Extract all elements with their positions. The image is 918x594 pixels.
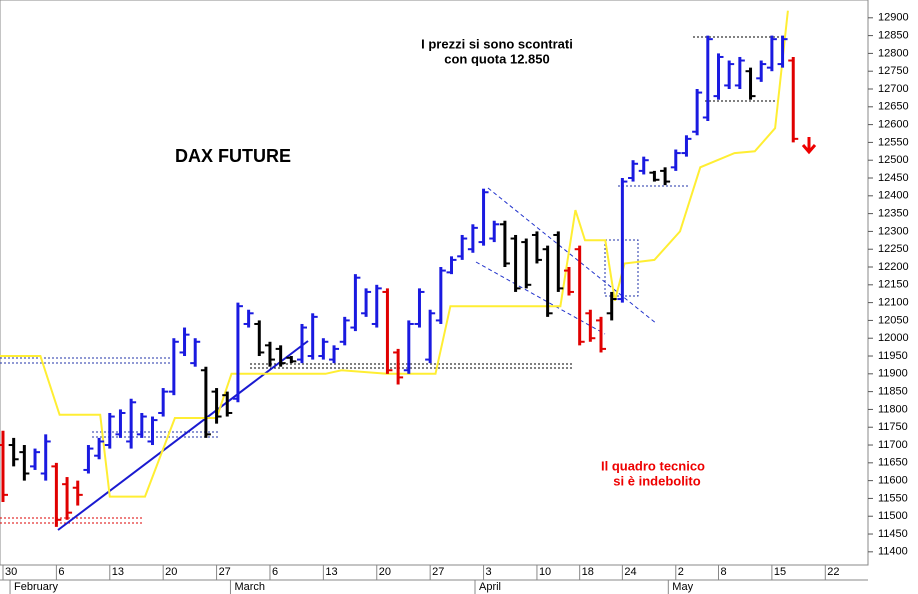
y-tick-label: 12750 xyxy=(878,65,909,77)
y-tick-label: 12000 xyxy=(878,332,909,344)
down-arrow xyxy=(801,137,817,155)
x-tick-label: 2 xyxy=(678,566,684,578)
y-tick-label: 12900 xyxy=(878,12,909,24)
channel-line xyxy=(475,261,606,335)
y-tick-label: 12600 xyxy=(878,119,909,131)
x-tick-label: 18 xyxy=(582,566,594,578)
y-tick-label: 11850 xyxy=(878,386,908,398)
y-tick-label: 12850 xyxy=(878,30,909,42)
month-label: February xyxy=(14,581,59,593)
annotation: Il quadro tecnico xyxy=(601,458,705,473)
x-tick-label: 6 xyxy=(58,566,64,578)
month-label: April xyxy=(479,581,501,593)
x-tick-label: 20 xyxy=(379,566,391,578)
month-label: May xyxy=(672,581,693,593)
chart-title: DAX FUTURE xyxy=(175,146,291,166)
y-tick-label: 12250 xyxy=(878,243,909,255)
channel-line xyxy=(487,187,658,325)
x-tick-label: 3 xyxy=(486,566,492,578)
x-tick-label: 22 xyxy=(827,566,839,578)
annotation: si è indebolito xyxy=(613,473,700,488)
annotation: I prezzi si sono scontrati xyxy=(421,36,573,51)
annotation: con quota 12.850 xyxy=(444,51,549,66)
y-tick-label: 12550 xyxy=(878,136,909,148)
y-tick-label: 12450 xyxy=(878,172,909,184)
drawings xyxy=(0,36,785,531)
y-tick-label: 11500 xyxy=(878,510,908,522)
y-tick-label: 11900 xyxy=(878,368,908,380)
indicator-line xyxy=(0,10,789,498)
x-tick-label: 10 xyxy=(539,566,551,578)
x-tick-label: 13 xyxy=(112,566,124,578)
y-tick-label: 12300 xyxy=(878,225,909,237)
x-tick-label: 27 xyxy=(432,566,444,578)
y-tick-label: 11750 xyxy=(878,421,908,433)
month-label: March xyxy=(234,581,265,593)
y-tick-label: 11400 xyxy=(878,546,908,558)
y-tick-label: 12650 xyxy=(878,101,909,113)
trend-line xyxy=(57,340,309,531)
y-tick-label: 11650 xyxy=(878,457,908,469)
y-tick-label: 12500 xyxy=(878,154,909,166)
plot-area xyxy=(0,0,869,566)
x-tick-label: 27 xyxy=(219,566,231,578)
x-tick-label: 6 xyxy=(272,566,278,578)
y-tick-label: 11700 xyxy=(878,439,908,451)
x-tick-label: 15 xyxy=(774,566,786,578)
y-tick-label: 12800 xyxy=(878,47,909,59)
y-tick-label: 12100 xyxy=(878,297,909,309)
y-tick-label: 12350 xyxy=(878,208,909,220)
y-tick-label: 12200 xyxy=(878,261,909,273)
y-tick-label: 12400 xyxy=(878,190,909,202)
y-tick-label: 12050 xyxy=(878,314,909,326)
y-tick-label: 12700 xyxy=(878,83,909,95)
x-tick-label: 20 xyxy=(165,566,177,578)
x-tick-label: 8 xyxy=(720,566,726,578)
y-tick-label: 11450 xyxy=(878,528,908,540)
y-tick-label: 11800 xyxy=(878,403,908,415)
x-tick-label: 13 xyxy=(325,566,337,578)
y-tick-label: 11550 xyxy=(878,492,908,504)
x-tick-label: 30 xyxy=(5,566,17,578)
y-tick-label: 11950 xyxy=(878,350,908,362)
x-tick-label: 24 xyxy=(624,566,636,578)
y-tick-label: 11600 xyxy=(878,475,908,487)
y-tick-label: 12150 xyxy=(878,279,909,291)
